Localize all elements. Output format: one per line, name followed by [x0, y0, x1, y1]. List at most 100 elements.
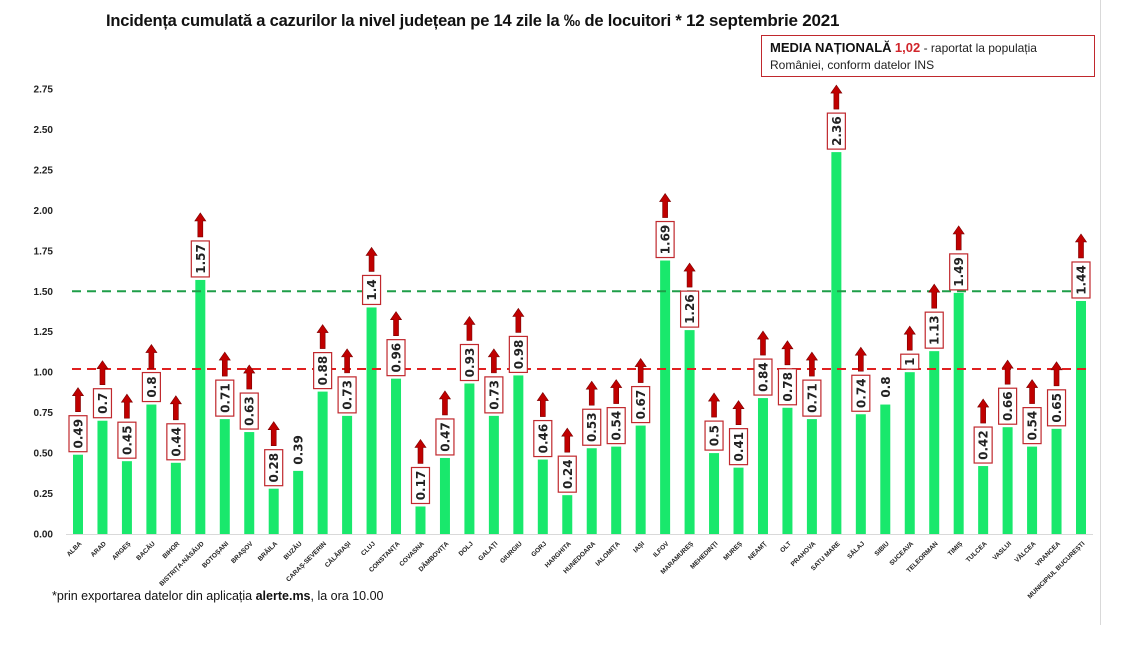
- bar-galați: [488, 415, 499, 534]
- bar-neamț: [757, 398, 768, 534]
- national-average-box: MEDIA NAȚIONALĂ 1,02 - raportat la popul…: [761, 35, 1095, 77]
- footnote-suffix: , la ora 10.00: [310, 589, 384, 603]
- trend-up-arrow-icon: [781, 340, 794, 366]
- bar-constanța: [391, 378, 402, 534]
- value-label-box: [753, 358, 773, 396]
- trend-up-arrow-icon: [341, 348, 354, 374]
- value-label: 0.44: [169, 427, 183, 457]
- trend-up-arrow-icon: [365, 246, 378, 272]
- value-label: 0.24: [561, 459, 575, 489]
- value-label: 1.13: [928, 315, 942, 345]
- trend-up-arrow-icon: [805, 351, 818, 377]
- x-tick-label: ALBA: [66, 540, 84, 558]
- x-tick-label: NEAMȚ: [747, 540, 768, 561]
- trend-up-arrow-icon: [96, 360, 109, 386]
- x-tick-label: VÂLCEA: [1012, 539, 1037, 564]
- x-tick-label: BRAȘOV: [230, 540, 255, 565]
- bar-bistrița-năsăud: [195, 279, 206, 534]
- value-label-box: [900, 353, 920, 370]
- bar-arad: [97, 420, 108, 534]
- x-tick-label: IALOMIȚA: [594, 540, 621, 567]
- value-label-box: [1022, 407, 1042, 445]
- national-average-value: 1,02: [894, 40, 921, 55]
- value-label: 0.7: [96, 393, 110, 414]
- value-label: 0.17: [414, 471, 428, 501]
- value-label: 0.71: [805, 383, 819, 413]
- bar-sibiu: [880, 404, 891, 534]
- x-tick-label: BOTOȘANI: [201, 540, 230, 569]
- bar-timiș: [953, 292, 964, 534]
- value-label: 0.47: [438, 422, 452, 452]
- x-tick-label: BRĂILA: [255, 539, 279, 563]
- bar-olt: [782, 407, 793, 534]
- y-tick-label: 0.75: [34, 408, 54, 419]
- bar-giurgiu: [513, 375, 524, 534]
- x-tick-label: BUZĂU: [281, 539, 304, 562]
- national-average-label: MEDIA NAȚIONALĂ: [770, 40, 892, 55]
- value-label-box: [1046, 389, 1067, 427]
- national-average-note: - raportat la populația României, confor…: [770, 41, 1037, 72]
- value-label: 0.84: [756, 362, 770, 392]
- value-label-box: [704, 420, 724, 451]
- y-tick-label: 0.50: [34, 449, 54, 460]
- value-label: 1.57: [194, 244, 208, 274]
- trend-up-arrow-icon: [830, 84, 843, 110]
- bar-brăila: [268, 488, 279, 534]
- trend-up-arrow-icon: [120, 393, 133, 419]
- value-label: 0.49: [72, 419, 86, 449]
- value-label-box: [631, 385, 651, 424]
- value-label-box: [264, 449, 284, 487]
- value-label-box: [826, 112, 846, 150]
- value-label-box: [410, 466, 431, 505]
- trend-up-arrow-icon: [512, 307, 525, 333]
- bar-covasna: [415, 506, 426, 534]
- value-labels: 0.49 0.7 0.45 0.8 0.44 1.57 0.71 0.63 0.28 0.39 0.…: [68, 112, 1091, 505]
- value-label: 0.28: [267, 453, 281, 483]
- trend-up-arrow-icon: [659, 192, 672, 218]
- chart-title-date: 12 septembrie 2021: [686, 11, 840, 30]
- value-label-box: [777, 368, 798, 406]
- bar-prahova: [806, 419, 817, 534]
- x-tick-label: ARGEȘ: [111, 540, 133, 562]
- bar-bacău: [146, 404, 157, 534]
- y-tick-label: 2.25: [34, 165, 54, 176]
- trend-up-arrow-icon: [610, 379, 623, 404]
- value-label: 0.41: [732, 432, 746, 462]
- footnote: *prin exportarea datelor din aplicația a…: [52, 589, 383, 603]
- trend-up-arrow-icon: [756, 330, 770, 356]
- x-tick-label: BACĂU: [134, 539, 157, 562]
- value-label-box: [313, 352, 333, 390]
- value-label-box: [141, 371, 161, 403]
- x-tick-label: SIBIU: [873, 540, 890, 557]
- x-tick-label: DOLJ: [458, 540, 475, 557]
- value-label: 1.49: [952, 257, 966, 287]
- value-label: 0.65: [1050, 393, 1064, 423]
- value-label: 0.74: [854, 378, 868, 408]
- bar-iași: [635, 425, 646, 534]
- bar-brașov: [244, 432, 255, 534]
- chart-border: [1100, 0, 1101, 625]
- trend-up-arrow-icon: [145, 344, 158, 369]
- bar-satu-mare: [831, 152, 842, 535]
- value-label-box: [166, 423, 186, 461]
- bar-vâlcea: [1027, 446, 1038, 534]
- trend-up-arrow-icon: [732, 400, 745, 425]
- bar-dolj: [464, 383, 475, 534]
- trend-up-arrow-icon: [1025, 379, 1039, 404]
- value-label-box: [337, 376, 357, 414]
- bar-sălaj: [855, 414, 866, 534]
- value-label: 0.67: [634, 390, 648, 420]
- y-tick-label: 0.00: [34, 530, 54, 541]
- x-tick-label: BISTRIȚA-NĂSĂUD: [157, 539, 206, 588]
- bar-harghita: [562, 495, 573, 534]
- value-label-box: [557, 455, 577, 493]
- bar-ilfov: [660, 260, 671, 534]
- value-label-box: [924, 311, 944, 349]
- trend-up-arrow-icon: [243, 364, 256, 390]
- value-label-box: [484, 376, 504, 414]
- value-label-box: [728, 428, 749, 466]
- bar-buzău: [293, 470, 304, 534]
- y-tick-label: 1.75: [34, 246, 54, 257]
- value-label-box: [117, 421, 137, 459]
